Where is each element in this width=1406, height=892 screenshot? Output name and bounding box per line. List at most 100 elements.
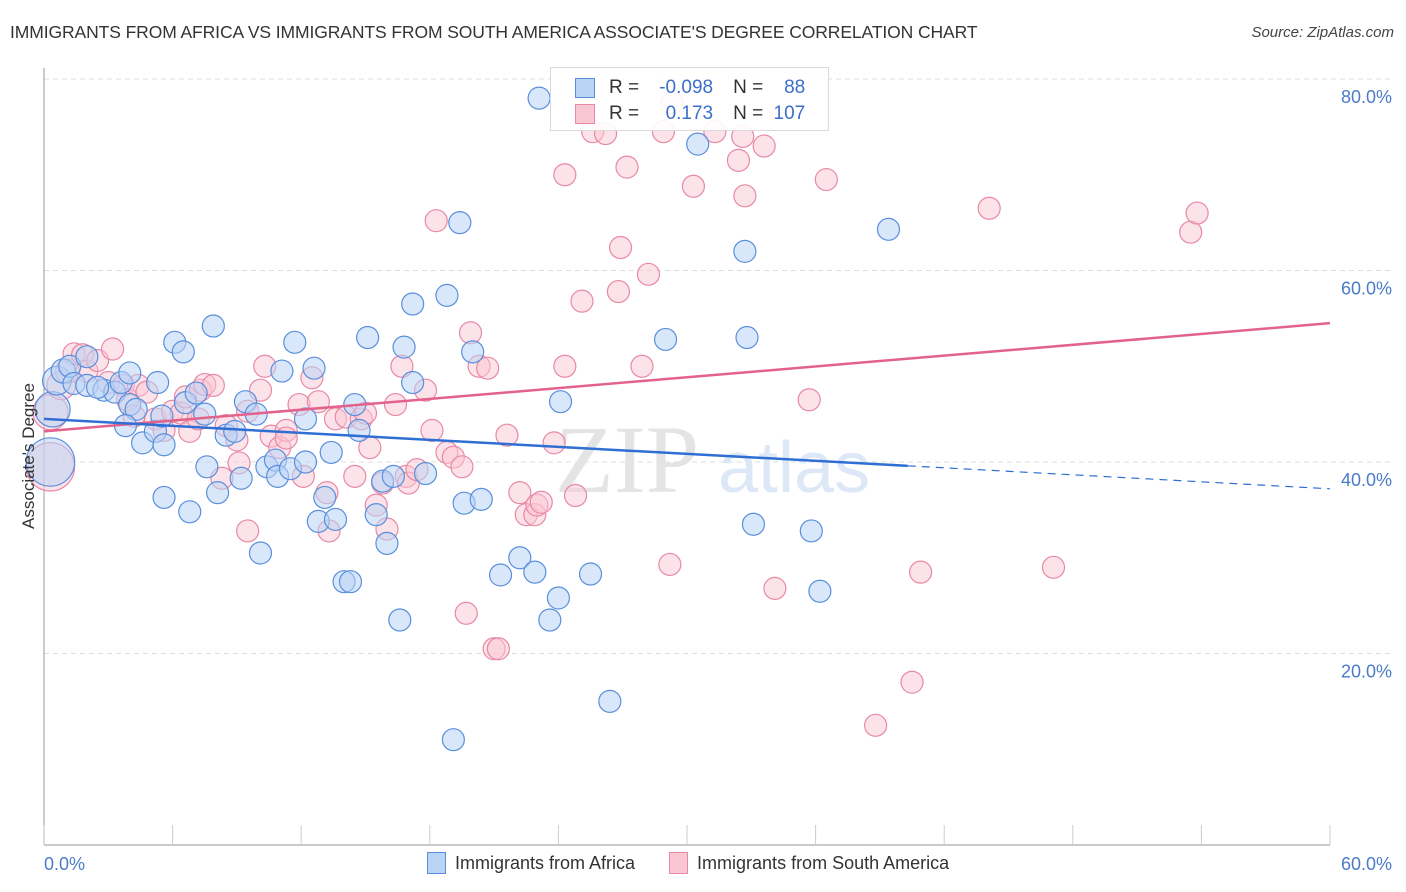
africa-point bbox=[195, 455, 219, 479]
south-america-point bbox=[450, 455, 474, 479]
africa-point bbox=[735, 325, 759, 350]
africa-point bbox=[356, 325, 380, 350]
y-tick-label: 20.0% bbox=[1341, 662, 1392, 682]
africa-point bbox=[538, 608, 562, 632]
africa-point bbox=[283, 330, 307, 354]
africa-point bbox=[347, 418, 371, 443]
south-america-point bbox=[630, 354, 654, 378]
south-america-point bbox=[542, 431, 566, 455]
africa-point bbox=[375, 531, 399, 555]
south-america-point bbox=[274, 426, 298, 450]
south-america-point bbox=[726, 148, 751, 172]
africa-point bbox=[75, 345, 99, 369]
africa-point bbox=[448, 211, 472, 235]
y-tick-label: 80.0% bbox=[1341, 87, 1392, 107]
south-america-point bbox=[424, 209, 448, 233]
africa-point bbox=[808, 579, 832, 603]
africa-swatch-icon bbox=[575, 78, 595, 98]
africa-point bbox=[302, 356, 326, 380]
africa-point bbox=[876, 217, 901, 241]
africa-point bbox=[364, 503, 388, 527]
africa-point bbox=[293, 407, 318, 431]
africa-point bbox=[435, 283, 459, 307]
south-america-point bbox=[797, 388, 821, 412]
n-label: N = bbox=[733, 77, 764, 98]
africa-point bbox=[145, 370, 170, 395]
africa-point bbox=[461, 340, 485, 364]
south-america-point bbox=[495, 423, 519, 447]
legend-label-south-america[interactable]: Immigrants from South America bbox=[697, 852, 950, 873]
south-america-r-value: 0.173 bbox=[665, 103, 714, 124]
south-america-point bbox=[476, 356, 500, 380]
south-america-point bbox=[752, 134, 776, 158]
r-label: R = bbox=[609, 103, 640, 124]
legend-row-africa: R = -0.098 N = 88 bbox=[575, 76, 805, 100]
africa-point bbox=[178, 500, 202, 524]
series-africa-points bbox=[25, 86, 901, 752]
y-tick-label: 60.0% bbox=[1341, 279, 1392, 299]
south-america-swatch-icon bbox=[575, 104, 595, 124]
trend-lines bbox=[43, 321, 1331, 490]
south-america-point bbox=[606, 279, 631, 304]
legend-row-south-america: R = 0.173 N = 107 bbox=[575, 102, 805, 126]
africa-point bbox=[388, 608, 412, 632]
south-america-point bbox=[977, 196, 1001, 220]
south-america-point bbox=[458, 321, 483, 345]
africa-point bbox=[193, 402, 217, 426]
south-america-point bbox=[529, 490, 553, 514]
south-america-point bbox=[236, 519, 260, 543]
axis-labels: 20.0% 40.0% 60.0% 80.0% 0.0% 60.0% bbox=[44, 87, 1392, 874]
south-america-point bbox=[454, 601, 478, 625]
africa-n-value: 88 bbox=[784, 77, 806, 98]
africa-r-value: -0.098 bbox=[659, 77, 714, 98]
africa-point bbox=[653, 327, 678, 352]
africa-point bbox=[152, 485, 176, 510]
south-america-point bbox=[1185, 201, 1209, 225]
africa-point bbox=[441, 728, 465, 752]
y-tick-label: 40.0% bbox=[1341, 470, 1392, 490]
africa-point bbox=[319, 440, 343, 465]
africa-point bbox=[124, 397, 148, 421]
south-america-point bbox=[563, 483, 588, 508]
africa-point bbox=[741, 512, 766, 536]
n-label: N = bbox=[733, 103, 764, 124]
africa-point bbox=[270, 359, 294, 383]
africa-trend-extension bbox=[907, 465, 1331, 490]
south-america-point bbox=[909, 560, 933, 584]
africa-point bbox=[248, 541, 273, 565]
south-america-point bbox=[636, 262, 661, 286]
x-tick-label: 0.0% bbox=[44, 854, 85, 874]
south-america-point bbox=[486, 637, 510, 661]
correlation-legend: R = -0.098 N = 88 R = 0.173 N = 107 bbox=[550, 67, 829, 131]
south-america-point bbox=[814, 167, 838, 192]
africa-point bbox=[527, 86, 551, 110]
africa-point bbox=[508, 546, 532, 570]
watermark-atlas: atlas bbox=[718, 428, 870, 508]
africa-point bbox=[206, 481, 230, 505]
africa-point bbox=[118, 361, 142, 385]
south-america-point bbox=[900, 670, 924, 694]
africa-point bbox=[548, 390, 573, 414]
africa-point bbox=[598, 689, 622, 713]
africa-point bbox=[152, 433, 176, 457]
source-credit: Source: ZipAtlas.com bbox=[1251, 24, 1394, 41]
south-america-point bbox=[864, 713, 888, 737]
africa-point bbox=[201, 314, 225, 338]
legend-label-africa[interactable]: Immigrants from Africa bbox=[455, 852, 636, 873]
africa-point bbox=[184, 381, 208, 405]
series-legend: Immigrants from Africa Immigrants from S… bbox=[427, 852, 949, 874]
gridlines bbox=[44, 78, 1392, 654]
south-america-point bbox=[343, 464, 367, 488]
africa-point bbox=[34, 391, 71, 428]
y-axis-title: Associate's Degree bbox=[19, 383, 38, 529]
africa-point bbox=[171, 340, 195, 364]
africa-point bbox=[488, 563, 513, 587]
africa-point bbox=[381, 464, 405, 488]
south-america-point bbox=[553, 354, 577, 378]
watermark: ZIP atlas bbox=[555, 406, 870, 513]
africa-point bbox=[578, 562, 603, 586]
r-label: R = bbox=[609, 77, 640, 98]
chart-title: IMMIGRANTS FROM AFRICA VS IMMIGRANTS FRO… bbox=[10, 22, 978, 42]
x-tick-label: 60.0% bbox=[1341, 854, 1392, 874]
